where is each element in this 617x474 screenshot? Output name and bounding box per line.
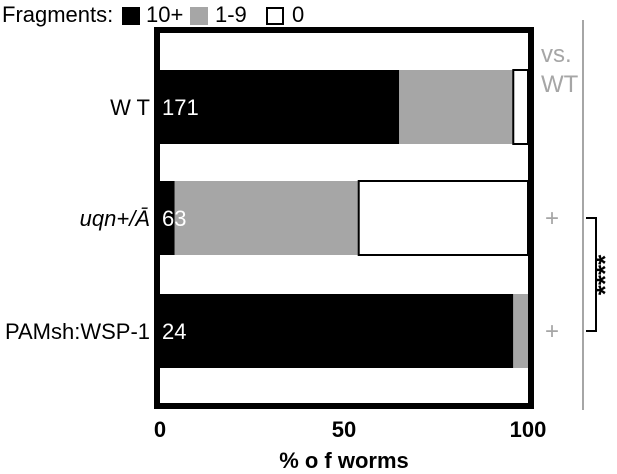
- comparison-header-line2: WT: [541, 71, 579, 98]
- bar-segment-1-3: [512, 69, 530, 145]
- comparison-mark-2: +: [545, 318, 559, 345]
- bar-segment-3-1: [160, 294, 514, 368]
- significance-stars: ****: [590, 254, 617, 295]
- bar-segment-1-2: [399, 70, 514, 144]
- x-axis-title: % o f worms: [279, 448, 409, 473]
- comparison-header-line1: vs.: [541, 41, 572, 68]
- bar-segment-2-3: [357, 180, 529, 256]
- legend: Fragments: 10+ 1-9 0: [0, 0, 420, 34]
- category-label-1: W T: [110, 95, 150, 120]
- bar-segment-2-2: [174, 181, 359, 255]
- bar-segment-1-1: [160, 70, 400, 144]
- n-label-2: 63: [162, 206, 186, 231]
- category-label-2: uqn+/Ā: [80, 206, 150, 231]
- legend-label-10plus: 10+: [146, 2, 184, 27]
- plot-frame: [154, 27, 534, 409]
- x-tick-label-2: 50: [332, 417, 356, 442]
- legend-swatch-0: [266, 7, 284, 25]
- bar-segment-3-2: [513, 294, 528, 368]
- n-label-1: 171: [162, 95, 199, 120]
- significance-bracket: [586, 217, 597, 332]
- comparison-mark-1: +: [545, 205, 559, 232]
- category-label-3: PAMsh:WSP-1: [5, 319, 150, 344]
- n-label-3: 24: [162, 319, 186, 344]
- x-tick-label-3: 100: [510, 417, 547, 442]
- legend-title: Fragments:: [2, 2, 114, 27]
- legend-swatch-10plus: [122, 7, 140, 25]
- bar-segment-2-1: [160, 181, 175, 255]
- legend-label-0: 0: [292, 2, 305, 27]
- legend-label-1-9: 1-9: [215, 2, 247, 27]
- x-tick-label-1: 0: [154, 417, 166, 442]
- legend-swatch-1-9: [190, 7, 208, 25]
